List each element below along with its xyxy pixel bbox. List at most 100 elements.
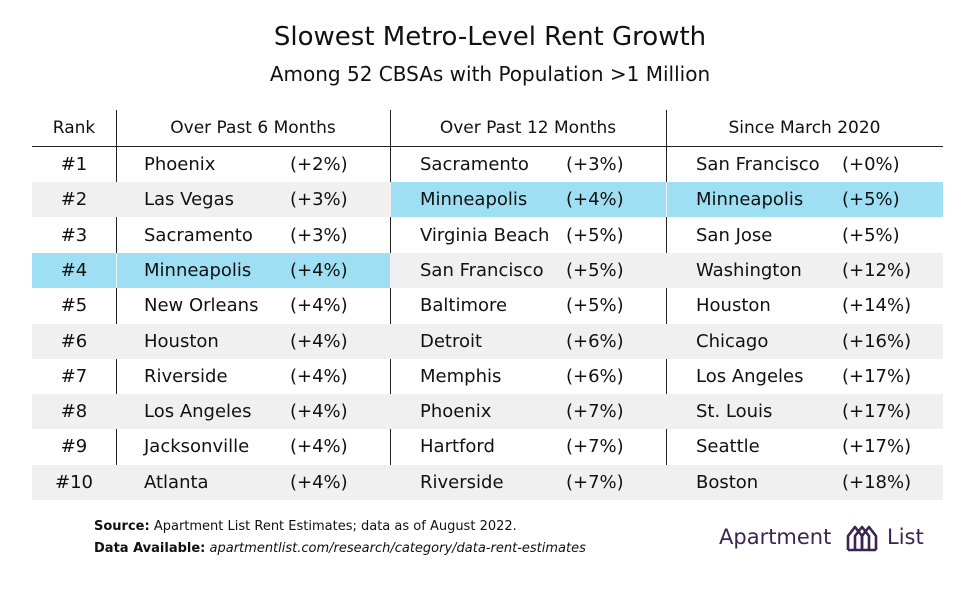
rank-cell: #7 (60, 365, 88, 387)
header-6-months: Over Past 6 Months (170, 118, 336, 138)
row-band (32, 323, 943, 359)
table-row: #5 New Orleans (+4%) Baltimore (+5%) Houston (… (32, 288, 943, 323)
city-cell-m6: Houston (144, 330, 219, 352)
table-row: #10 Atlanta (+4%) Riverside (+7%) Boston (+18%… (32, 464, 943, 500)
growth-cell-mar: (+17%) (842, 401, 912, 423)
header-divider (32, 146, 943, 147)
data-available-label: Data Available: (94, 541, 206, 556)
growth-cell-mar: (+12%) (842, 259, 912, 281)
table-row: #8 Los Angeles (+4%) Phoenix (+7%) St. Louis (… (32, 394, 943, 430)
growth-cell-m12: (+6%) (566, 365, 624, 387)
growth-cell-m12: (+5%) (566, 224, 624, 246)
city-cell-mar: Houston (696, 295, 771, 317)
apartment-list-logo: Apartment List (719, 519, 924, 555)
growth-cell-mar: (+16%) (842, 330, 912, 352)
growth-cell-m6: (+4%) (290, 436, 348, 458)
table-row: #2 Las Vegas (+3%) Minneapolis (+4%) Minneapo… (32, 182, 943, 218)
growth-cell-m12: (+7%) (566, 401, 624, 423)
growth-cell-m6: (+4%) (290, 259, 348, 281)
city-cell-m12: Detroit (420, 330, 483, 352)
city-cell-m12: Virginia Beach (420, 224, 550, 246)
growth-cell-m6: (+4%) (290, 471, 348, 493)
growth-cell-m6: (+3%) (290, 224, 348, 246)
rank-cell: #10 (55, 471, 93, 493)
city-cell-m12: San Francisco (420, 259, 544, 281)
rank-cell: #4 (60, 259, 88, 281)
growth-cell-m12: (+5%) (566, 259, 624, 281)
city-cell-m6: Los Angeles (144, 401, 252, 423)
rank-cell: #6 (60, 330, 88, 352)
growth-cell-m12: (+6%) (566, 330, 624, 352)
apartment-list-logo-icon (846, 525, 878, 552)
growth-cell-m12: (+4%) (566, 189, 624, 211)
growth-cell-m12: (+7%) (566, 436, 624, 458)
header-rank: Rank (52, 118, 96, 138)
table-row: #6 Houston (+4%) Detroit (+6%) Chicago (+16%) (32, 323, 943, 359)
city-cell-m6: New Orleans (144, 295, 259, 317)
column-divider-1 (116, 110, 117, 500)
city-cell-mar: St. Louis (696, 401, 773, 423)
growth-cell-m12: (+7%) (566, 471, 624, 493)
city-cell-m12: Hartford (420, 436, 495, 458)
city-cell-m6: Atlanta (144, 471, 209, 493)
rank-cell: #1 (60, 154, 88, 175)
city-cell-m6: Las Vegas (144, 189, 234, 211)
rank-cell: #3 (60, 224, 88, 246)
column-divider-3 (666, 110, 667, 500)
footer-data-available: Data Available: apartmentlist.com/resear… (94, 541, 586, 556)
city-cell-m6: Jacksonville (144, 436, 250, 458)
city-cell-mar: San Francisco (696, 154, 820, 175)
chart-title: Slowest Metro-Level Rent Growth (273, 22, 707, 52)
highlight-cell (117, 252, 390, 288)
city-cell-m6: Riverside (144, 365, 228, 387)
city-cell-m6: Sacramento (144, 224, 253, 246)
growth-cell-mar: (+5%) (842, 189, 900, 211)
table-row: #4 Minneapolis (+4%) San Francisco (+5%) Wash… (32, 252, 943, 288)
rank-cell: #2 (60, 189, 88, 211)
table-row: #3 Sacramento (+3%) Virginia Beach (+5%) San … (32, 218, 943, 253)
source-label: Source: (94, 519, 150, 534)
rank-cell: #9 (60, 436, 88, 458)
highlight-cell (667, 182, 943, 218)
source-text: Apartment List Rent Estimates; data as o… (153, 519, 517, 534)
growth-cell-m6: (+4%) (290, 365, 348, 387)
city-cell-mar: Seattle (696, 436, 760, 458)
column-divider-2 (390, 110, 391, 500)
city-cell-m12: Sacramento (420, 154, 529, 175)
growth-cell-mar: (+5%) (842, 224, 900, 246)
logo-word-list: List (887, 525, 924, 549)
footer-source: Source: Apartment List Rent Estimates; d… (94, 519, 517, 534)
table-row: #1 Phoenix (+2%) Sacramento (+3%) San Francis… (32, 147, 943, 182)
city-cell-m6: Minneapolis (144, 259, 252, 281)
city-cell-m12: Minneapolis (420, 189, 528, 211)
growth-cell-m6: (+2%) (290, 154, 348, 175)
data-available-link[interactable]: apartmentlist.com/research/category/data… (209, 541, 586, 556)
growth-cell-m12: (+5%) (566, 295, 624, 317)
growth-cell-mar: (+0%) (842, 154, 900, 175)
city-cell-mar: Los Angeles (696, 365, 804, 387)
rent-growth-table: Rank Over Past 6 Months Over Past 12 Mon… (32, 110, 943, 500)
city-cell-m6: Phoenix (144, 154, 216, 175)
row-band (32, 464, 943, 500)
table-row: #7 Riverside (+4%) Memphis (+6%) Los Angeles (… (32, 359, 943, 394)
chart-subtitle: Among 52 CBSAs with Population >1 Millio… (269, 62, 711, 86)
city-cell-m12: Memphis (420, 365, 502, 387)
logo-word-apartment: Apartment (719, 525, 832, 549)
growth-cell-mar: (+14%) (842, 295, 912, 317)
city-cell-mar: Washington (696, 259, 802, 281)
growth-cell-m6: (+4%) (290, 401, 348, 423)
city-cell-mar: Chicago (696, 330, 769, 352)
rank-cell: #5 (60, 295, 88, 317)
growth-cell-mar: (+17%) (842, 436, 912, 458)
growth-cell-mar: (+17%) (842, 365, 912, 387)
city-cell-m12: Phoenix (420, 401, 492, 423)
growth-cell-m6: (+4%) (290, 330, 348, 352)
header-12-months: Over Past 12 Months (439, 118, 617, 138)
city-cell-mar: Boston (696, 471, 759, 493)
header-since-march-2020: Since March 2020 (728, 118, 881, 138)
city-cell-mar: Minneapolis (696, 189, 804, 211)
city-cell-m12: Riverside (420, 471, 504, 493)
highlight-cell (391, 182, 666, 218)
city-cell-m12: Baltimore (420, 295, 508, 317)
growth-cell-m12: (+3%) (566, 154, 624, 175)
